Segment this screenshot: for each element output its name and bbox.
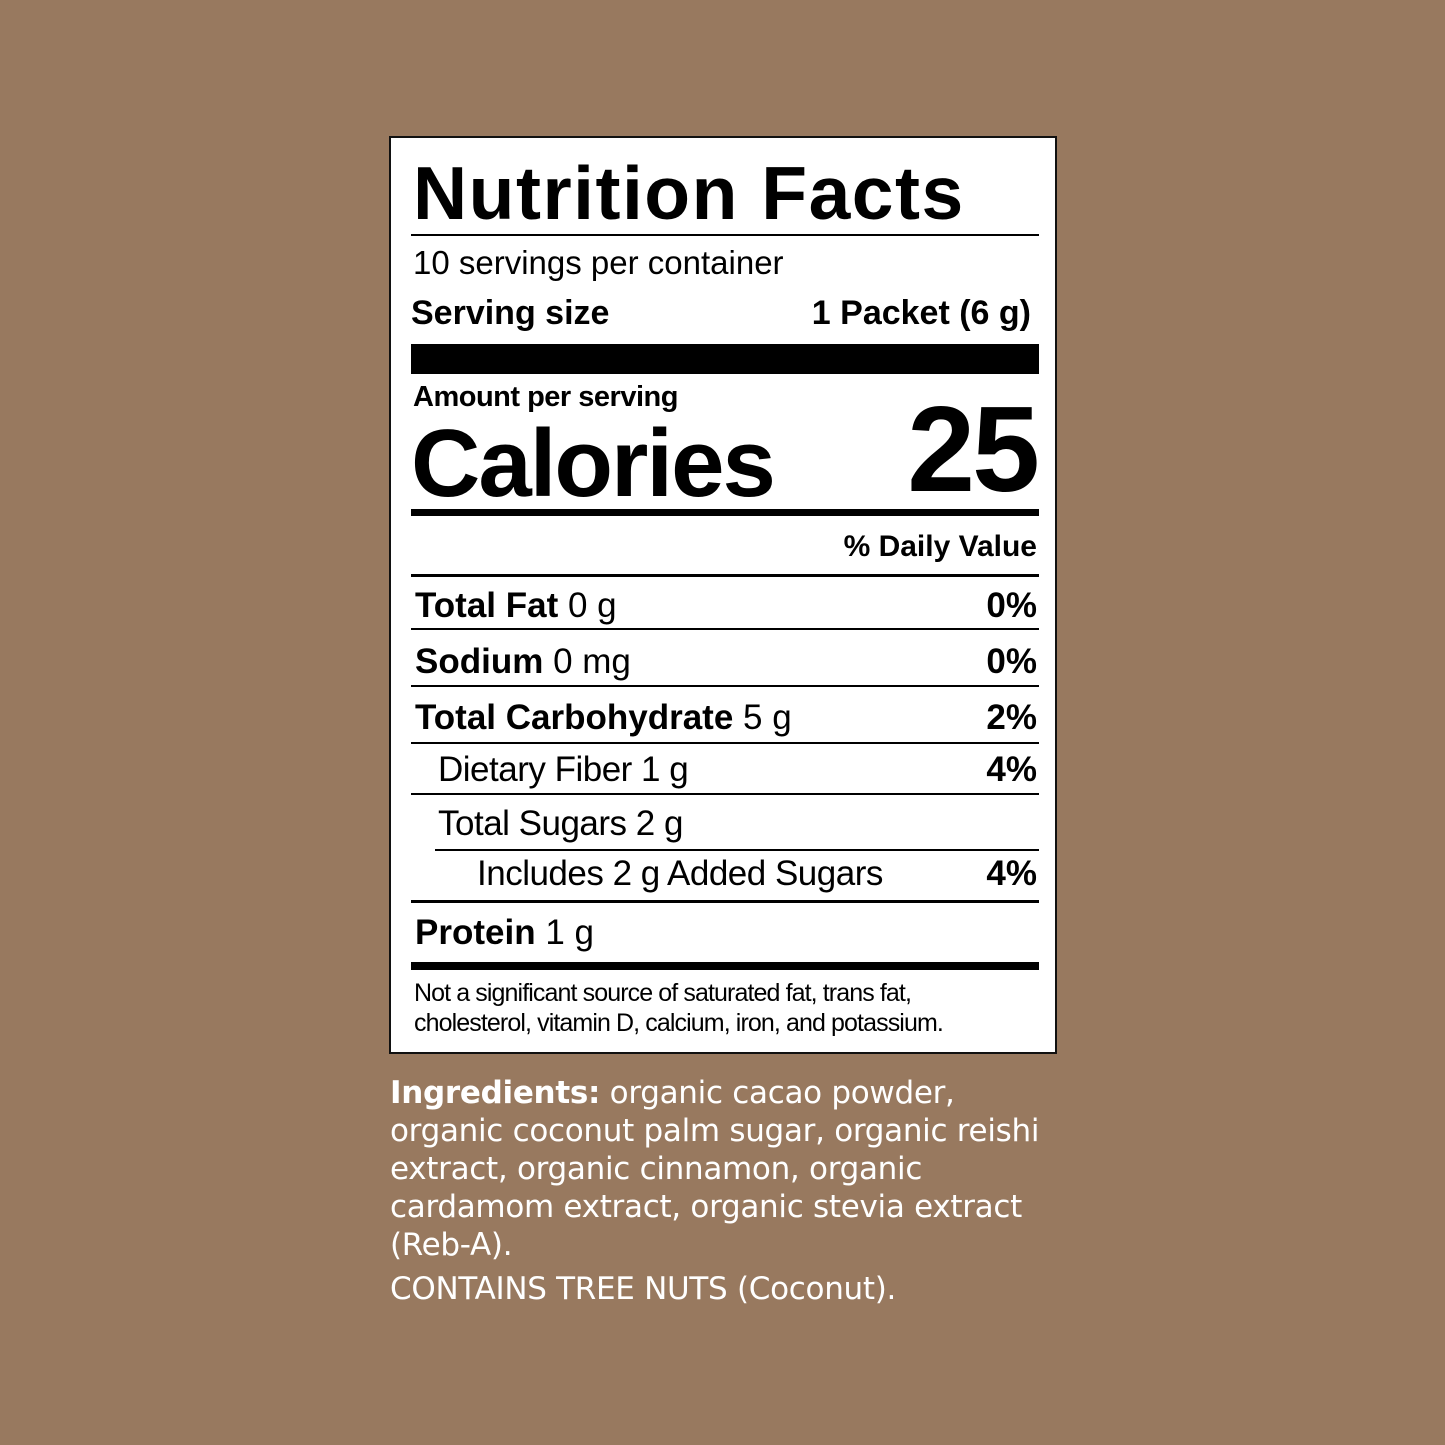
divider [411,628,1039,630]
allergen-statement: CONTAINS TREE NUTS (Coconut). [390,1271,897,1307]
nutrient-row-sodium: Sodium 0 mg [415,644,631,679]
daily-value-header: % Daily Value [843,530,1037,563]
divider [411,234,1039,236]
divider [411,900,1039,903]
divider [411,509,1039,516]
divider [411,793,1039,795]
divider [411,574,1039,577]
serving-size-label: Serving size [411,294,610,332]
nutrient-dv: 4% [986,854,1037,893]
divider [411,742,1039,744]
thick-bar [411,344,1039,374]
nutrient-name: Total Fat [415,586,559,625]
divider [411,685,1039,687]
ingredients-heading: Ingredients: [390,1075,601,1111]
ingredients: Ingredients: organic cacao powder, organ… [390,1074,1050,1308]
nutrient-row-total-carbohydrate: Total Carbohydrate 5 g [415,700,792,735]
nutrient-name: Sodium [415,642,544,681]
serving-size-value: 1 Packet (6 g) [811,294,1031,332]
nutrient-row-total-fat: Total Fat 0 g [415,588,617,623]
calories-value: 25 [907,381,1040,517]
ingredients-text: organic cacao powder, organic coconut pa… [390,1075,1040,1263]
nutrient-dv: 2% [986,698,1037,737]
nutrient-dv: 4% [986,750,1037,789]
nutrition-facts-label: Nutrition Facts 10 servings per containe… [389,136,1057,1054]
nutrient-row-added-sugars: Includes 2 g Added Sugars [477,854,883,893]
title: Nutrition Facts [413,151,965,235]
footnote-line-2: cholesterol, vitamin D, calcium, iron, a… [414,1009,944,1037]
nutrient-amount: 5 g [743,698,792,737]
calories-label: Calories [411,410,776,517]
nutrient-row-dietary-fiber: Dietary Fiber 1 g [438,750,689,789]
nutrient-name: Protein [415,913,536,952]
nutrient-amount: 0 g [567,586,617,625]
footnote-line-1: Not a significant source of saturated fa… [414,979,912,1007]
divider [411,962,1039,970]
nutrient-dv: 0% [986,642,1037,681]
nutrient-row-total-sugars: Total Sugars 2 g [438,804,683,843]
nutrient-dv: 0% [986,586,1037,625]
nutrient-amount: 0 mg [553,642,631,681]
nutrient-name: Total Carbohydrate [415,698,734,737]
divider [435,849,1039,851]
nutrient-amount: 1 g [545,913,594,952]
amount-per-serving: Amount per serving [413,381,678,413]
nutrient-row-protein: Protein 1 g [415,915,594,950]
servings-per-container: 10 servings per container [413,244,784,281]
